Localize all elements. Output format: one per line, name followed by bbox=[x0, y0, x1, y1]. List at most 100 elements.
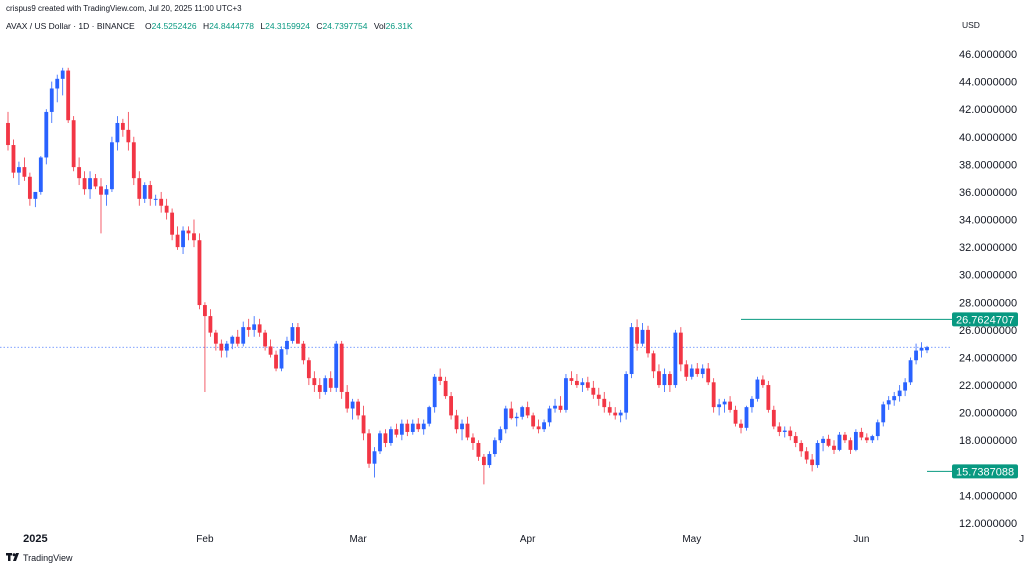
candle-body bbox=[771, 409, 776, 427]
ohlc-value-open: 24.5252426 bbox=[151, 21, 197, 31]
candle-body bbox=[192, 233, 196, 241]
candle-body bbox=[306, 360, 311, 379]
candle-body bbox=[782, 430, 787, 432]
candle-body bbox=[38, 157, 43, 192]
ohlc-value-high: 24.8444778 bbox=[209, 21, 254, 31]
candle-body bbox=[651, 353, 656, 372]
candle-body bbox=[465, 423, 470, 438]
candle-body bbox=[443, 380, 448, 397]
candle-body bbox=[361, 415, 366, 434]
candle-body bbox=[410, 423, 415, 432]
candle-body bbox=[640, 329, 645, 344]
candle-body bbox=[230, 336, 235, 344]
tradingview-logo-icon bbox=[6, 553, 20, 563]
candle-body bbox=[421, 423, 426, 430]
candle-body bbox=[667, 374, 672, 386]
candle-body bbox=[569, 378, 574, 381]
price-tag bbox=[952, 464, 1018, 479]
candle-body bbox=[826, 438, 831, 446]
candle-body bbox=[88, 178, 92, 190]
candle-body bbox=[159, 198, 164, 206]
y-tick-label: 44.0000000 bbox=[959, 77, 1017, 89]
x-tick-label: Mar bbox=[349, 534, 367, 545]
candle-body bbox=[60, 70, 65, 79]
candle-body bbox=[662, 374, 667, 386]
candle-body bbox=[695, 368, 700, 375]
candle-body bbox=[750, 398, 754, 408]
y-tick-label: 30.0000000 bbox=[959, 270, 1017, 282]
candle-body bbox=[389, 429, 393, 443]
candle-body bbox=[728, 401, 732, 410]
candle-body bbox=[356, 401, 361, 416]
candle-body bbox=[82, 178, 87, 190]
candle-body bbox=[509, 408, 514, 419]
candle-body bbox=[657, 371, 661, 386]
candle-body bbox=[492, 440, 497, 455]
candle-body bbox=[405, 423, 410, 432]
candle-body bbox=[263, 332, 268, 347]
candle-body bbox=[17, 167, 21, 173]
candle-body bbox=[635, 327, 639, 344]
candle-body bbox=[93, 178, 98, 187]
candle-body bbox=[120, 122, 125, 130]
candle-body bbox=[760, 379, 765, 386]
candle-body bbox=[235, 336, 240, 344]
candle-body bbox=[241, 327, 246, 344]
candle-body bbox=[203, 305, 207, 317]
x-tick-label: May bbox=[682, 534, 701, 545]
candle-body bbox=[339, 343, 344, 392]
candle-body bbox=[427, 407, 432, 424]
candle-body bbox=[471, 437, 475, 443]
candle-body bbox=[449, 396, 454, 416]
candle-body bbox=[71, 120, 76, 168]
candle-body bbox=[27, 176, 32, 199]
candle-body bbox=[799, 442, 804, 452]
ohlc-key-volume: Vol bbox=[373, 21, 386, 31]
candle-body bbox=[777, 426, 782, 432]
candle-body bbox=[744, 407, 749, 428]
candle-body bbox=[460, 423, 464, 430]
candle-body bbox=[804, 451, 809, 460]
candle-body bbox=[553, 405, 557, 409]
y-tick-label: 24.0000000 bbox=[959, 352, 1017, 364]
candle-body bbox=[531, 415, 536, 427]
candle-body bbox=[296, 327, 300, 344]
candle-body bbox=[711, 382, 716, 408]
candle-body bbox=[624, 374, 629, 413]
candle-body bbox=[859, 431, 864, 438]
brand-footer[interactable]: TradingView bbox=[6, 553, 73, 563]
candle-body bbox=[739, 423, 743, 428]
candle-body bbox=[733, 409, 738, 424]
candle-body bbox=[323, 378, 328, 392]
candle-body bbox=[837, 434, 842, 450]
candle-body bbox=[252, 324, 257, 330]
candle-body bbox=[542, 422, 546, 430]
candle-body bbox=[246, 327, 251, 330]
candle-body bbox=[832, 445, 836, 450]
x-tick-label: Apr bbox=[520, 534, 536, 545]
price-tag-label: 26.7624707 bbox=[956, 314, 1014, 326]
candle-body bbox=[328, 378, 333, 388]
candle-body bbox=[618, 412, 623, 416]
candle-body bbox=[476, 442, 481, 457]
candle-body bbox=[870, 436, 875, 441]
candle-body bbox=[33, 191, 38, 199]
candle-body bbox=[104, 189, 109, 195]
candle-body bbox=[498, 429, 503, 441]
x-tick-label: Jun bbox=[853, 534, 869, 545]
candle-body bbox=[153, 198, 158, 200]
candle-body bbox=[367, 433, 371, 464]
candle-body bbox=[886, 400, 891, 405]
ohlc-legend: AVAX / US Dollar · 1D · BINANCE O24.5252… bbox=[6, 21, 417, 31]
currency-label: USD bbox=[962, 20, 980, 30]
candle-body bbox=[558, 405, 563, 410]
candle-body bbox=[700, 368, 705, 375]
candle-body bbox=[181, 230, 185, 248]
candle-body bbox=[22, 167, 27, 177]
symbol-label: AVAX / US Dollar · 1D · BINANCE bbox=[6, 21, 135, 31]
candle-body bbox=[213, 332, 218, 344]
candle-body bbox=[416, 423, 421, 430]
candle-body bbox=[892, 396, 897, 401]
candle-body bbox=[279, 349, 284, 369]
